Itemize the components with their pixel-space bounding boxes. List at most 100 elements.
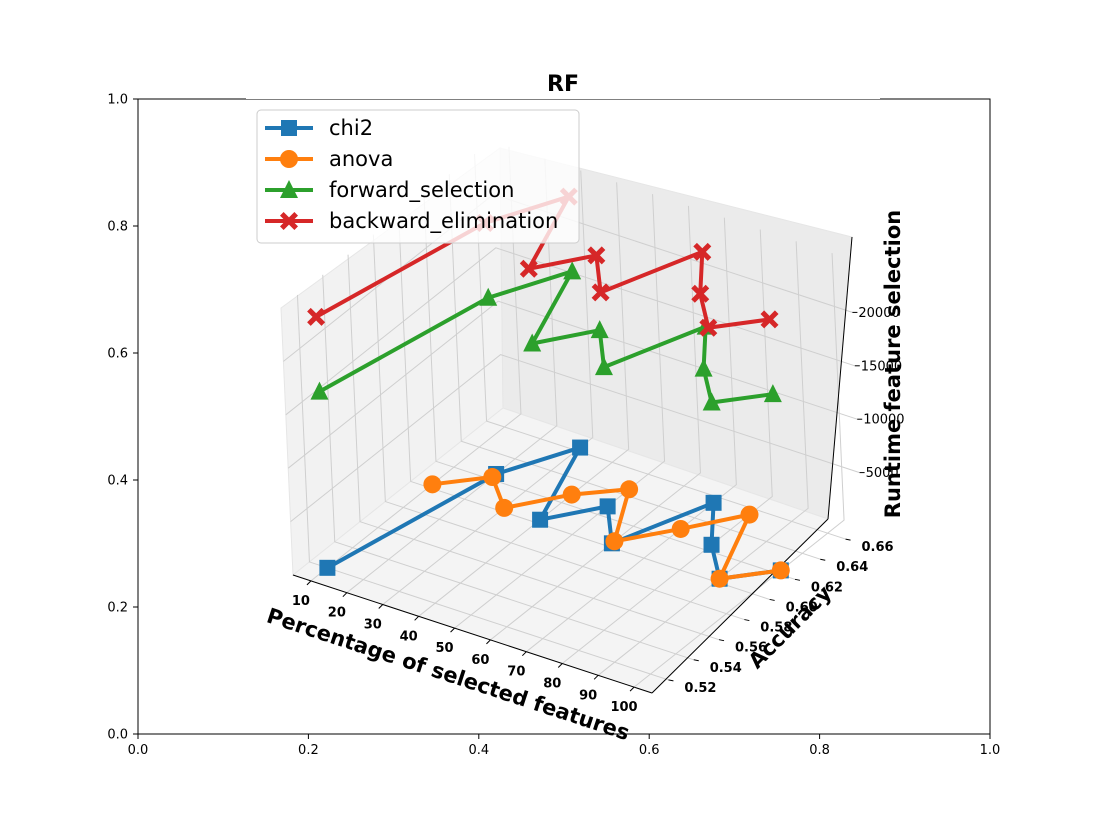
y-gridline — [398, 214, 770, 600]
x-tick — [450, 627, 455, 633]
data-point — [495, 498, 514, 517]
x-tick-label: 100 — [610, 700, 637, 715]
pane-group — [280, 146, 860, 694]
data-point — [591, 283, 610, 302]
x-tick-label: 60 — [471, 653, 489, 668]
z-gridline — [287, 300, 858, 469]
data-point — [671, 519, 690, 538]
y-tick — [794, 578, 801, 581]
outer-x-tick-label: 1.0 — [980, 743, 1001, 758]
x-gridline — [597, 241, 809, 676]
y-tick — [718, 639, 725, 642]
y-tick-label: 0.58 — [760, 621, 792, 636]
data-point — [532, 511, 549, 528]
x-tick — [414, 615, 420, 621]
y-tick-label: 0.60 — [786, 600, 818, 615]
axis-ticks: 10 20 30 40 50 60 70 80 90 100 0.52 0.54 0.56 0.58 0.6… — [292, 306, 905, 715]
data-point — [693, 242, 712, 261]
legend-entries: chi2 anova forward_selection backward_elimi… — [265, 116, 558, 234]
legend-marker — [280, 180, 298, 198]
x-tick-label: 70 — [507, 665, 525, 680]
y-tick-label: 0.66 — [862, 540, 894, 555]
x-tick — [629, 686, 635, 692]
x-tick-label: 80 — [543, 677, 561, 692]
data-point — [423, 475, 442, 494]
z-tick-label: 10000 — [863, 413, 904, 428]
y-gridline — [372, 234, 745, 621]
data-point — [691, 284, 710, 303]
data-point — [590, 320, 609, 339]
y-tick-label: 0.64 — [836, 560, 868, 575]
x-tick — [557, 663, 563, 668]
y-gridline — [423, 194, 796, 580]
outer-x-tick-label: 0.4 — [468, 743, 489, 758]
x-tick-label: 10 — [292, 594, 310, 609]
data-point — [771, 561, 790, 580]
y-tick-label: 0.62 — [811, 580, 843, 595]
outer-x-tick-label: 0.6 — [639, 743, 660, 758]
y-gridline — [322, 274, 694, 661]
data-point — [620, 480, 639, 499]
x-tick — [521, 651, 527, 657]
legend-label: chi2 — [329, 116, 373, 140]
x-tick — [342, 592, 348, 598]
outer-x-tick-label: 0.0 — [128, 743, 149, 758]
data-point — [594, 357, 613, 376]
outer-y-tick-label: 0.6 — [107, 347, 128, 362]
outer-ticks: 0.0 0.2 0.4 0.6 0.8 1.0 0.0 0.2 0.4 0.6 0.8 1.0 — [107, 93, 1000, 759]
x-tick — [486, 639, 491, 645]
data-point — [523, 333, 542, 352]
legend-marker — [281, 120, 297, 136]
x-gridline — [526, 217, 737, 653]
series-line — [326, 445, 782, 581]
z-tick-label: 15000 — [861, 359, 902, 374]
series-line — [432, 475, 782, 581]
series-line — [318, 269, 774, 405]
data-point — [479, 287, 498, 306]
data-point — [702, 392, 721, 411]
legend: chi2 anova forward_selection backward_elimi… — [256, 109, 580, 244]
y-gridline — [347, 254, 720, 641]
data-point — [760, 310, 779, 329]
series-anova — [423, 468, 790, 588]
data-point — [587, 246, 606, 265]
legend-marker — [280, 212, 298, 230]
x-tick-label: 90 — [579, 688, 597, 703]
z-axis-line — [827, 236, 853, 520]
data-point — [572, 439, 589, 456]
z-tick-label: 20000 — [858, 306, 899, 321]
outer-x-tick-label: 0.8 — [809, 743, 830, 758]
outer-y-tick-label: 1.0 — [107, 93, 128, 108]
y-tick — [744, 619, 750, 622]
x-axis-line — [292, 574, 653, 694]
outer-y-tick-label: 0.8 — [107, 220, 128, 235]
y-tick — [668, 679, 674, 682]
data-point — [319, 559, 336, 576]
z-tick-label: 5000 — [866, 466, 899, 481]
outer-x-tick-label: 0.2 — [298, 743, 319, 758]
x-gridline — [346, 158, 558, 594]
data-point — [694, 358, 713, 377]
title-mask — [246, 96, 880, 99]
x-tick — [378, 604, 384, 609]
data-point — [740, 505, 759, 524]
data-point — [562, 485, 581, 504]
y-tick-label: 0.56 — [735, 641, 767, 656]
z-gridline — [290, 354, 860, 522]
legend-frame — [256, 109, 580, 244]
outer-y-tick-label: 0.0 — [107, 728, 128, 743]
chart-title: RF — [547, 72, 579, 97]
legend-entry: chi2 — [265, 116, 373, 140]
legend-label: forward_selection — [329, 178, 514, 203]
data-point — [703, 536, 720, 553]
legend-label: backward_elimination — [329, 209, 558, 234]
data-point — [710, 569, 729, 588]
x-tick — [306, 580, 312, 586]
y-tick — [820, 558, 826, 561]
z-gridline — [285, 247, 855, 416]
legend-label: anova — [329, 147, 393, 171]
legend-marker — [280, 150, 298, 168]
data-point — [519, 259, 538, 278]
x-gridline — [454, 194, 666, 629]
